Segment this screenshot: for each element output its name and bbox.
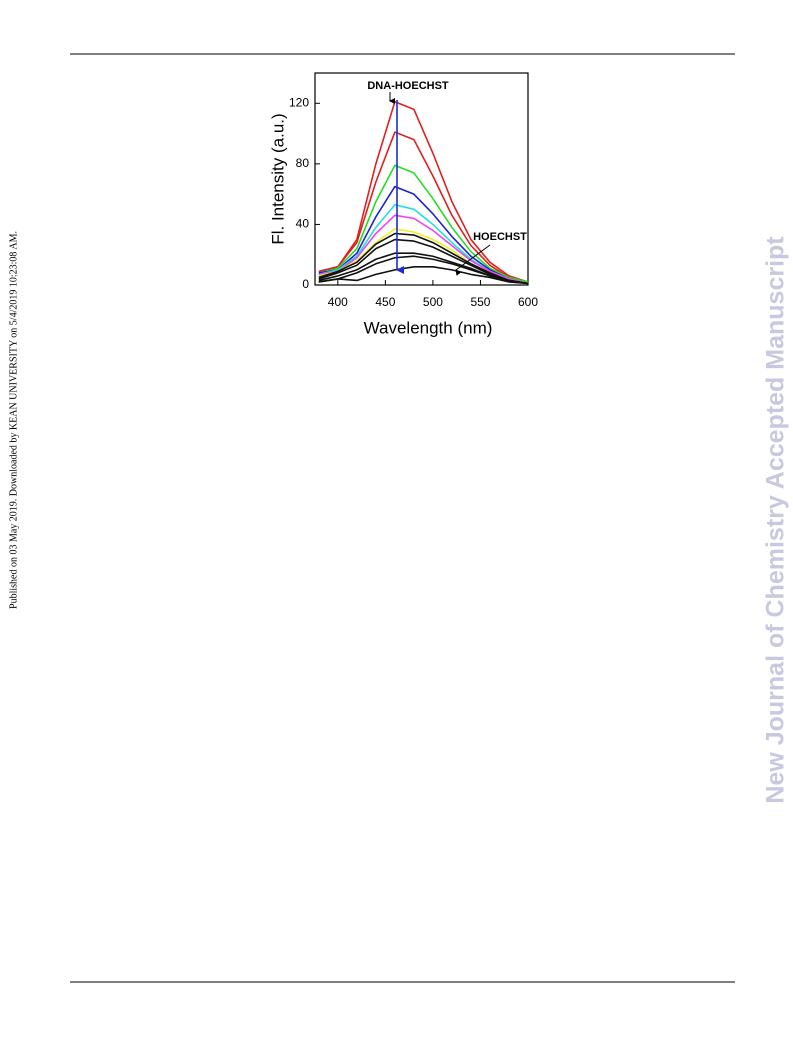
- annotation: DNA-HOECHST: [367, 80, 449, 92]
- plot-frame: [314, 72, 529, 286]
- x-tick-label: 550: [470, 295, 490, 309]
- x-tick-label: 600: [518, 295, 538, 309]
- side-note: Published on 03 May 2019. Downloaded by …: [8, 231, 19, 609]
- watermark: New Journal of Chemistry Accepted Manusc…: [762, 236, 790, 804]
- y-tick-label: 80: [296, 156, 310, 170]
- series-line: [318, 164, 529, 283]
- series-line: [318, 238, 529, 285]
- series-line: [318, 185, 529, 285]
- y-tick-label: 120: [289, 95, 309, 109]
- series-line: [318, 255, 529, 285]
- x-tick-label: 400: [328, 295, 348, 309]
- x-tick-label: 500: [423, 295, 443, 309]
- annotation: HOECHST: [473, 231, 527, 243]
- annotation-arrow: [455, 244, 491, 276]
- y-tick-label: 40: [296, 217, 310, 231]
- series-line: [318, 131, 529, 283]
- series-line: [318, 100, 529, 283]
- series-line: [318, 232, 529, 285]
- chart: Fl. Intensity (a.u.) Wavelength (nm) 0 40…: [268, 72, 538, 337]
- y-tick-label: 0: [302, 277, 309, 291]
- series-line: [318, 266, 529, 285]
- y-axis-label: Fl. Intensity (a.u.): [268, 113, 287, 244]
- x-axis-label: Wavelength (nm): [364, 318, 493, 337]
- x-tick-label: 450: [375, 295, 395, 309]
- series-line: [318, 214, 529, 285]
